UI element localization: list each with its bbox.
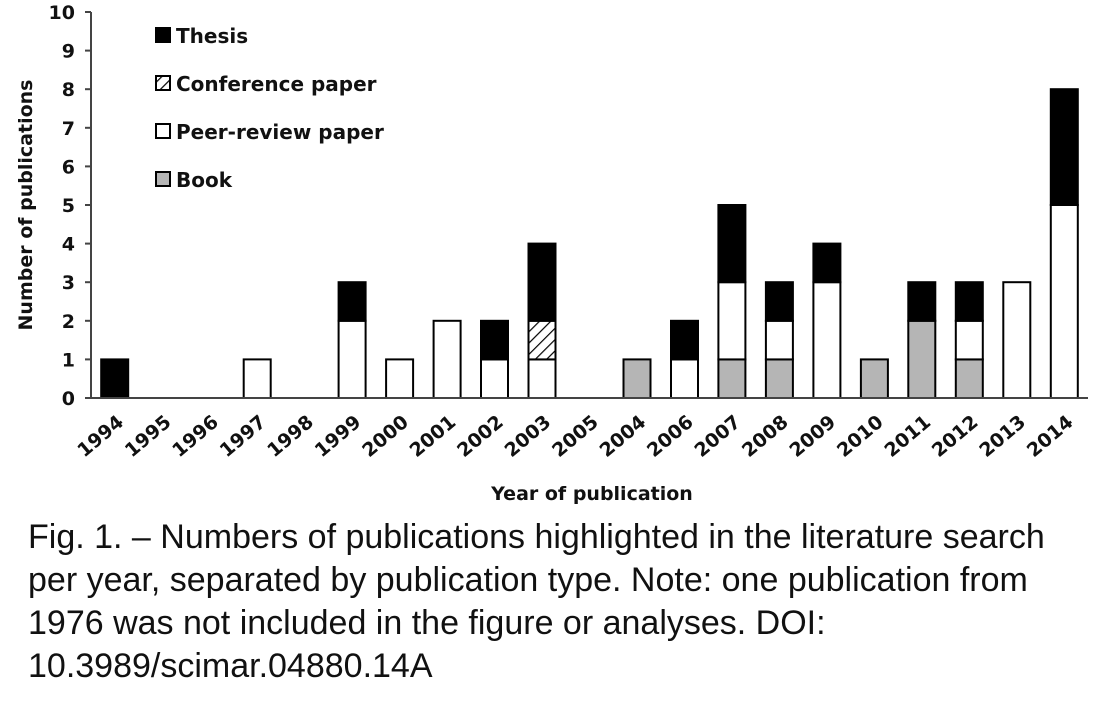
x-tick-label: 2010: [833, 411, 888, 462]
bars-group: [100, 88, 1079, 400]
bar-segment-2007-peer-review-paper: [717, 281, 747, 361]
bar-segment-2008-book: [764, 358, 794, 399]
bar-segment-2010-book: [859, 358, 889, 399]
bar-segment-2001-peer-review-paper: [432, 319, 462, 399]
y-tick-label: 3: [62, 272, 75, 294]
bar-segment-2003-conference-paper: [527, 319, 557, 361]
x-tick-label: 1996: [168, 411, 223, 462]
x-tick-label: 2002: [453, 411, 508, 462]
bar-segment-2011-thesis: [907, 281, 937, 322]
y-tick-label: 8: [62, 79, 75, 101]
bar-segment-1999-peer-review-paper: [337, 319, 367, 399]
x-tick-label: 1997: [216, 411, 271, 462]
bar-segment-2009-peer-review-paper: [812, 281, 842, 400]
bar-segment-2003-peer-review-paper: [527, 358, 557, 399]
y-tick-label: 10: [49, 2, 75, 24]
x-tick-label: 2007: [690, 411, 745, 462]
x-tick-label: 1999: [311, 411, 366, 462]
x-tick-label: 2014: [1023, 411, 1078, 462]
x-tick-label: 2013: [975, 411, 1030, 462]
bar-segment-2013-peer-review-paper: [1002, 281, 1032, 400]
bar-segment-2012-book: [954, 358, 984, 399]
x-tick-label: 2005: [548, 411, 603, 462]
legend-swatch-peer-review-paper: [155, 123, 171, 139]
bar-segment-2004-book: [622, 358, 652, 399]
x-tick-label: 1994: [73, 411, 128, 462]
bar-segment-2002-thesis: [480, 319, 509, 361]
legend-swatch-conference-paper: [155, 75, 171, 91]
y-tick-label: 0: [62, 388, 75, 410]
bar-segment-2008-peer-review-paper: [764, 319, 794, 361]
bar-segment-2000-peer-review-paper: [385, 358, 415, 399]
legend-label: Book: [176, 168, 233, 192]
bar-segment-1999-thesis: [337, 281, 367, 322]
x-axis-title: Year of publication: [490, 483, 693, 505]
bar-segment-2012-peer-review-paper: [954, 319, 984, 361]
x-tick-label: 1995: [121, 411, 176, 462]
bar-segment-2007-book: [717, 358, 747, 399]
x-tick-label: 2000: [358, 411, 413, 462]
legend-swatch-thesis: [155, 27, 171, 43]
bar-segment-2009-thesis: [812, 242, 842, 284]
x-tick-labels: 1994199519961997199819992000200120022003…: [73, 411, 1077, 462]
bar-segment-1997-peer-review-paper: [242, 358, 272, 399]
x-tick-label: 2011: [880, 411, 935, 462]
y-tick-label: 6: [62, 156, 75, 178]
y-tick-label: 5: [62, 195, 75, 217]
bar-segment-2008-thesis: [764, 281, 794, 322]
bar-segment-2006-thesis: [670, 319, 699, 361]
figure-caption: Fig. 1. – Numbers of publications highli…: [28, 518, 1045, 685]
bar-segment-2014-peer-review-paper: [1049, 204, 1079, 399]
y-tick-label: 9: [62, 41, 75, 63]
y-tick-label: 1: [62, 349, 75, 371]
x-tick-label: 2003: [501, 411, 556, 462]
legend-label: Peer-review paper: [176, 120, 384, 144]
y-tick-label: 7: [62, 118, 75, 140]
x-tick-label: 2001: [406, 411, 461, 462]
x-tick-label: 2004: [596, 411, 651, 462]
x-tick-label: 1998: [263, 411, 318, 462]
bar-segment-2014-thesis: [1049, 88, 1079, 206]
bar-segment-1994-thesis: [100, 358, 130, 399]
y-tick-label: 4: [62, 234, 75, 256]
bar-segment-2003-thesis: [527, 242, 557, 322]
x-tick-label: 2009: [785, 411, 840, 462]
bar-segment-2012-thesis: [954, 281, 984, 322]
x-tick-label: 2012: [928, 411, 983, 462]
x-tick-label: 2006: [643, 411, 698, 462]
x-tick-label: 2008: [738, 411, 793, 462]
y-axis-title: Number of publications: [15, 80, 37, 331]
y-tick-labels: 0 1 2 3 4 5 6 7 8 9 10: [49, 2, 91, 410]
axes-group: [90, 12, 1088, 399]
legend-swatch-book: [155, 171, 171, 187]
legend-label: Thesis: [176, 24, 248, 48]
bar-segment-2002-peer-review-paper: [480, 358, 509, 399]
bar-segment-2007-thesis: [717, 204, 747, 284]
y-tick-label: 2: [62, 311, 75, 333]
bar-segment-2011-book: [907, 319, 937, 399]
legend: Thesis Conference paper Peer-review paper B…: [155, 24, 384, 192]
legend-label: Conference paper: [176, 72, 377, 96]
bar-segment-2006-peer-review-paper: [670, 358, 699, 399]
